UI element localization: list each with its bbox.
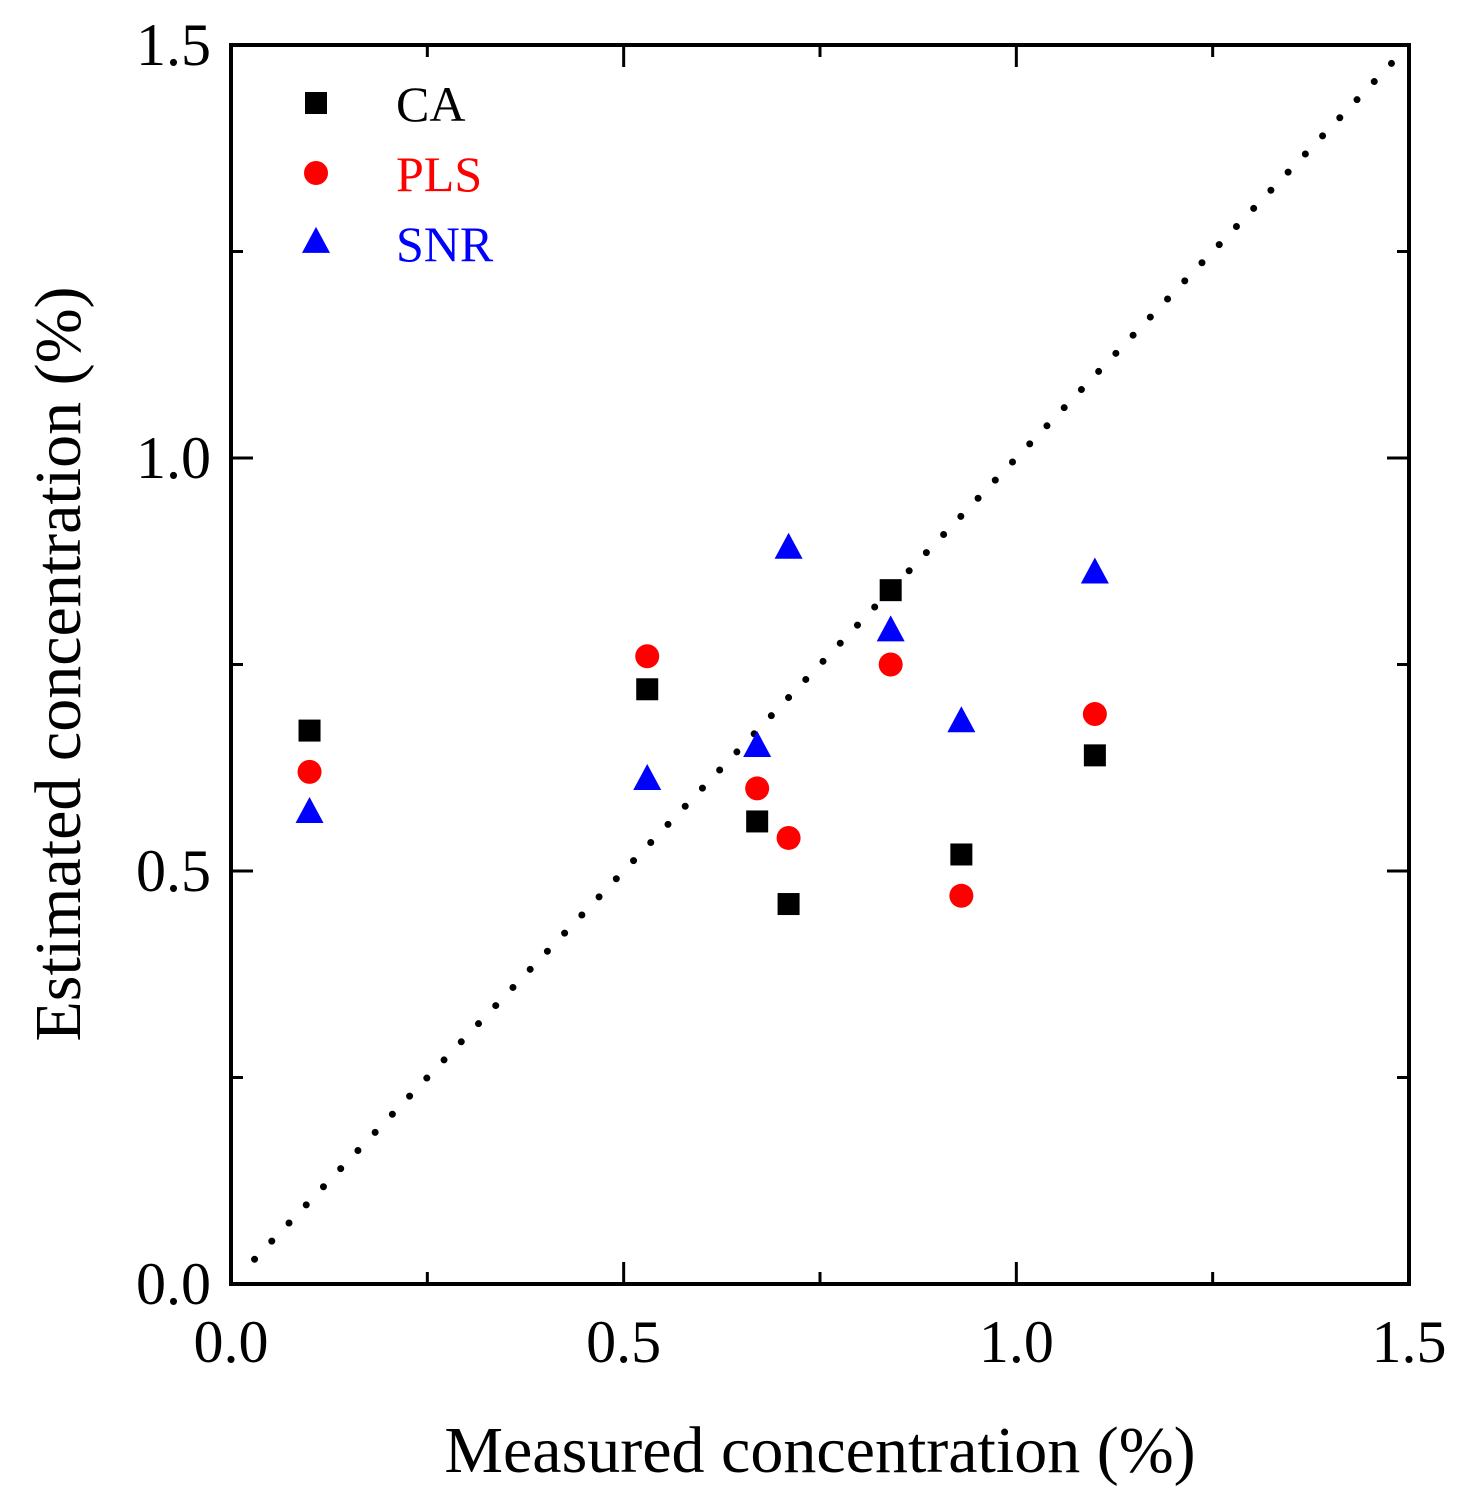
ca-point xyxy=(1083,744,1106,767)
pls-point xyxy=(776,825,801,850)
axis-ticks xyxy=(229,43,1411,1286)
ca-point xyxy=(746,810,769,833)
y-tick-label: 0.5 xyxy=(136,838,211,904)
reference-diagonal-line xyxy=(251,58,1397,1263)
legend-marker-snr xyxy=(302,226,330,253)
x-tick-label: 0.0 xyxy=(194,1309,269,1375)
x-axis-label: Measured concentration (%) xyxy=(444,1414,1195,1487)
y-tick-label: 0.0 xyxy=(136,1251,211,1317)
legend: CA PLS SNR xyxy=(302,76,494,272)
y-axis-label: Estimated concentration (%) xyxy=(22,286,95,1041)
snr-point xyxy=(295,797,324,824)
legend-marker-pls xyxy=(304,161,328,185)
ca-point xyxy=(777,893,800,916)
legend-label-snr: SNR xyxy=(396,216,494,272)
ca-point xyxy=(879,579,902,602)
y-tick-label: 1.5 xyxy=(136,12,211,78)
axis-tick-labels: 0.0 0.5 1.0 1.5 0.0 0.5 1.0 1.5 xyxy=(136,12,1447,1375)
pls-point xyxy=(949,883,974,908)
reference-line-layer xyxy=(251,58,1397,1263)
y-tick-label: 1.0 xyxy=(136,425,211,491)
legend-item-snr: SNR xyxy=(302,216,494,272)
pls-point xyxy=(745,776,770,801)
ca-point xyxy=(636,678,659,701)
series-ca xyxy=(298,579,1106,916)
series-snr xyxy=(295,532,1109,824)
x-tick-label: 1.5 xyxy=(1372,1309,1447,1375)
pls-point xyxy=(878,652,903,677)
pls-point xyxy=(297,759,322,784)
snr-point xyxy=(876,615,905,642)
pls-point xyxy=(1082,702,1107,727)
ca-point xyxy=(298,719,321,742)
x-tick-label: 1.0 xyxy=(979,1309,1054,1375)
x-tick-label: 0.5 xyxy=(586,1309,661,1375)
legend-marker-ca xyxy=(305,92,327,114)
snr-point xyxy=(633,764,662,791)
snr-point xyxy=(743,730,772,757)
series-pls xyxy=(297,644,1107,908)
ca-point xyxy=(950,843,973,866)
legend-label-pls: PLS xyxy=(396,146,482,202)
legend-item-ca: CA xyxy=(305,76,465,132)
legend-item-pls: PLS xyxy=(304,146,482,202)
snr-point xyxy=(1080,557,1109,584)
data-points xyxy=(295,532,1109,916)
snr-point xyxy=(947,706,976,733)
legend-label-ca: CA xyxy=(396,76,465,132)
pls-point xyxy=(635,644,660,669)
snr-point xyxy=(774,532,803,559)
